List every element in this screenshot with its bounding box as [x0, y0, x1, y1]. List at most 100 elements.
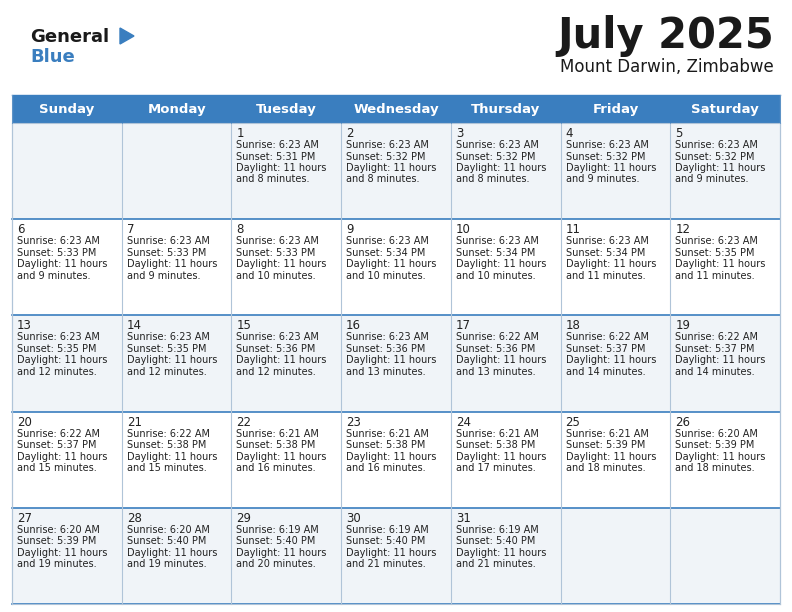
- Text: and 8 minutes.: and 8 minutes.: [456, 174, 529, 184]
- Text: and 10 minutes.: and 10 minutes.: [346, 271, 426, 281]
- Text: Sunday: Sunday: [40, 102, 94, 116]
- Text: Sunset: 5:38 PM: Sunset: 5:38 PM: [237, 440, 316, 450]
- Bar: [122, 123, 231, 219]
- Text: 3: 3: [456, 127, 463, 140]
- Text: 11: 11: [565, 223, 581, 236]
- Text: Daylight: 11 hours: Daylight: 11 hours: [127, 356, 217, 365]
- Bar: [122, 412, 231, 508]
- Text: Sunrise: 6:23 AM: Sunrise: 6:23 AM: [127, 236, 210, 246]
- Text: Daylight: 11 hours: Daylight: 11 hours: [456, 548, 546, 558]
- Text: 5: 5: [676, 127, 683, 140]
- Polygon shape: [120, 28, 134, 44]
- Text: Sunrise: 6:19 AM: Sunrise: 6:19 AM: [237, 525, 319, 535]
- Text: and 21 minutes.: and 21 minutes.: [456, 559, 535, 569]
- Text: and 10 minutes.: and 10 minutes.: [237, 271, 316, 281]
- Text: Sunrise: 6:23 AM: Sunrise: 6:23 AM: [127, 332, 210, 342]
- Bar: [451, 412, 561, 508]
- Text: Sunset: 5:33 PM: Sunset: 5:33 PM: [127, 248, 206, 258]
- Text: Sunset: 5:35 PM: Sunset: 5:35 PM: [127, 344, 206, 354]
- Text: Sunset: 5:38 PM: Sunset: 5:38 PM: [456, 440, 535, 450]
- Text: 1: 1: [237, 127, 244, 140]
- Text: 24: 24: [456, 416, 471, 428]
- Text: Sunrise: 6:23 AM: Sunrise: 6:23 AM: [456, 236, 539, 246]
- Text: and 18 minutes.: and 18 minutes.: [676, 463, 755, 473]
- Text: 28: 28: [127, 512, 142, 525]
- Text: and 19 minutes.: and 19 minutes.: [17, 559, 97, 569]
- Text: Daylight: 11 hours: Daylight: 11 hours: [676, 163, 766, 173]
- Text: Sunset: 5:34 PM: Sunset: 5:34 PM: [565, 248, 645, 258]
- Bar: [12, 315, 122, 412]
- Text: Friday: Friday: [592, 102, 638, 116]
- Text: Sunrise: 6:23 AM: Sunrise: 6:23 AM: [565, 236, 649, 246]
- Bar: [341, 123, 451, 219]
- Text: Daylight: 11 hours: Daylight: 11 hours: [237, 259, 327, 269]
- Text: Sunrise: 6:23 AM: Sunrise: 6:23 AM: [17, 236, 100, 246]
- Text: Daylight: 11 hours: Daylight: 11 hours: [456, 259, 546, 269]
- Text: Sunset: 5:36 PM: Sunset: 5:36 PM: [237, 344, 316, 354]
- Text: Daylight: 11 hours: Daylight: 11 hours: [676, 452, 766, 461]
- Text: and 17 minutes.: and 17 minutes.: [456, 463, 535, 473]
- Bar: [122, 508, 231, 604]
- Bar: [231, 315, 341, 412]
- Bar: [231, 95, 341, 123]
- Bar: [561, 95, 670, 123]
- Bar: [12, 95, 122, 123]
- Text: Sunrise: 6:20 AM: Sunrise: 6:20 AM: [17, 525, 100, 535]
- Text: 31: 31: [456, 512, 470, 525]
- Text: Sunset: 5:37 PM: Sunset: 5:37 PM: [676, 344, 755, 354]
- Text: Sunrise: 6:21 AM: Sunrise: 6:21 AM: [565, 428, 649, 439]
- Text: Sunrise: 6:22 AM: Sunrise: 6:22 AM: [127, 428, 210, 439]
- Text: and 8 minutes.: and 8 minutes.: [346, 174, 420, 184]
- Text: Daylight: 11 hours: Daylight: 11 hours: [565, 452, 656, 461]
- Text: Sunrise: 6:23 AM: Sunrise: 6:23 AM: [676, 236, 758, 246]
- Text: Sunset: 5:37 PM: Sunset: 5:37 PM: [565, 344, 645, 354]
- Bar: [451, 123, 561, 219]
- Text: 29: 29: [237, 512, 251, 525]
- Text: and 9 minutes.: and 9 minutes.: [676, 174, 748, 184]
- Bar: [341, 508, 451, 604]
- Bar: [341, 219, 451, 315]
- Text: 19: 19: [676, 319, 691, 332]
- Text: Sunrise: 6:23 AM: Sunrise: 6:23 AM: [346, 332, 429, 342]
- Text: 12: 12: [676, 223, 691, 236]
- Text: Sunrise: 6:23 AM: Sunrise: 6:23 AM: [346, 140, 429, 150]
- Text: Daylight: 11 hours: Daylight: 11 hours: [565, 356, 656, 365]
- Text: 4: 4: [565, 127, 573, 140]
- Text: 16: 16: [346, 319, 361, 332]
- Bar: [670, 412, 780, 508]
- Text: 21: 21: [127, 416, 142, 428]
- Text: 8: 8: [237, 223, 244, 236]
- Text: Saturday: Saturday: [691, 102, 759, 116]
- Text: Daylight: 11 hours: Daylight: 11 hours: [565, 163, 656, 173]
- Bar: [122, 219, 231, 315]
- Text: Sunset: 5:36 PM: Sunset: 5:36 PM: [456, 344, 535, 354]
- Bar: [670, 123, 780, 219]
- Text: 2: 2: [346, 127, 354, 140]
- Text: and 14 minutes.: and 14 minutes.: [565, 367, 645, 377]
- Text: and 18 minutes.: and 18 minutes.: [565, 463, 645, 473]
- Text: Sunrise: 6:22 AM: Sunrise: 6:22 AM: [456, 332, 539, 342]
- Text: Sunset: 5:31 PM: Sunset: 5:31 PM: [237, 152, 316, 162]
- Text: 26: 26: [676, 416, 691, 428]
- Text: Sunset: 5:39 PM: Sunset: 5:39 PM: [17, 536, 97, 547]
- Text: Sunset: 5:36 PM: Sunset: 5:36 PM: [346, 344, 425, 354]
- Text: 20: 20: [17, 416, 32, 428]
- Text: Sunrise: 6:23 AM: Sunrise: 6:23 AM: [456, 140, 539, 150]
- Text: and 10 minutes.: and 10 minutes.: [456, 271, 535, 281]
- Bar: [561, 123, 670, 219]
- Text: Blue: Blue: [30, 48, 74, 66]
- Text: Daylight: 11 hours: Daylight: 11 hours: [237, 163, 327, 173]
- Bar: [670, 95, 780, 123]
- Text: Sunrise: 6:23 AM: Sunrise: 6:23 AM: [237, 140, 319, 150]
- Text: and 9 minutes.: and 9 minutes.: [17, 271, 90, 281]
- Text: Sunrise: 6:21 AM: Sunrise: 6:21 AM: [456, 428, 539, 439]
- Text: 15: 15: [237, 319, 251, 332]
- Bar: [451, 95, 561, 123]
- Text: Daylight: 11 hours: Daylight: 11 hours: [676, 356, 766, 365]
- Text: Daylight: 11 hours: Daylight: 11 hours: [456, 163, 546, 173]
- Text: 6: 6: [17, 223, 25, 236]
- Bar: [341, 412, 451, 508]
- Text: 17: 17: [456, 319, 471, 332]
- Text: and 16 minutes.: and 16 minutes.: [346, 463, 426, 473]
- Text: Sunset: 5:32 PM: Sunset: 5:32 PM: [456, 152, 535, 162]
